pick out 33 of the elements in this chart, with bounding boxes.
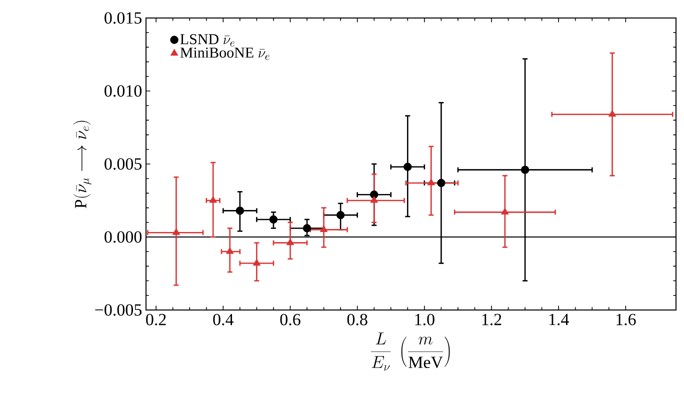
- x-tick-label: 0.2: [146, 314, 166, 326]
- x-tick-label: 0.6: [280, 314, 300, 326]
- point: [520, 166, 530, 174]
- point: [226, 247, 234, 254]
- point: [253, 259, 260, 266]
- x-tick-label: 1.0: [415, 314, 434, 326]
- x-axis-title: $\frac{L}{E_{\nu}}\ \left(\frac{m}{\mathrm{MeV}}\right)$: [371, 332, 450, 370]
- y-tick-label: 0.010: [104, 85, 142, 97]
- point: [336, 210, 345, 220]
- point: [236, 206, 244, 215]
- y-tick-label: 0.000: [104, 231, 142, 243]
- point: [404, 162, 412, 172]
- point: [209, 196, 217, 203]
- point: [172, 228, 180, 235]
- point: [370, 196, 378, 203]
- x-tick-label: 0.4: [213, 314, 234, 326]
- point: [370, 190, 378, 199]
- y-tick-label: 0.005: [104, 158, 142, 170]
- x-tick-label: 0.8: [347, 314, 368, 326]
- legend-label: $\mathrm{MiniBooNE}\ \bar{\nu}_{e}$: [180, 48, 270, 60]
- y-tick-label: 0.015: [104, 12, 142, 24]
- legend-label: $\mathrm{LSND}\ \bar{\nu}_{e}$: [180, 34, 234, 46]
- x-tick-label: 1.2: [482, 314, 502, 326]
- point: [437, 178, 446, 188]
- y-tick-label: −0.005: [95, 304, 142, 316]
- point: [428, 178, 435, 186]
- point: [269, 215, 278, 224]
- x-tick-label: 1.4: [549, 314, 569, 326]
- point: [501, 208, 509, 214]
- x-tick-label: 1.6: [616, 314, 636, 326]
- point: [286, 238, 294, 246]
- point: [608, 110, 616, 117]
- y-axis-title: $\mathrm{P}(\bar{\nu}_{\mu}\longrightarrow\bar{\nu}_{e})$: [73, 120, 92, 208]
